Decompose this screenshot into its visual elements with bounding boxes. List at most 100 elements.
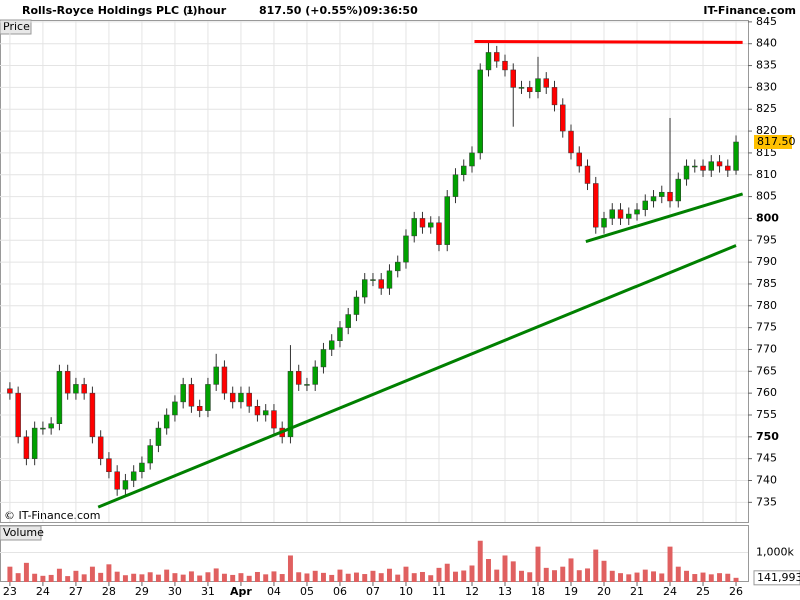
volume-bar	[494, 569, 500, 582]
candle-body	[196, 406, 203, 411]
volume-bar	[428, 575, 434, 582]
volume-bar	[453, 571, 458, 582]
time: 09:36:50	[363, 4, 418, 17]
candle-body	[601, 218, 607, 228]
candle-body	[708, 161, 715, 171]
y-tick-label: 820	[756, 124, 777, 137]
y-tick-label: 750	[756, 430, 779, 443]
candle-body	[461, 165, 467, 176]
candle-body	[386, 270, 393, 289]
candle-body	[89, 392, 96, 438]
candle-body	[593, 183, 599, 228]
volume-bar	[304, 573, 310, 582]
volume-bar	[420, 571, 425, 582]
candle-body	[494, 52, 500, 62]
volume-bar	[527, 572, 533, 582]
candle-body	[229, 392, 236, 403]
volume-bar	[593, 549, 599, 582]
volume-bar	[56, 568, 62, 582]
volume-bar	[205, 572, 211, 582]
candle-body	[543, 78, 549, 88]
y-tick-label: 830	[756, 80, 777, 93]
volume-bar	[642, 569, 648, 582]
candle-body	[659, 191, 665, 197]
y-tick-label: 780	[756, 299, 777, 312]
volume-bar	[65, 576, 71, 582]
x-tick-label: 07	[366, 585, 380, 598]
volume-bar	[717, 573, 723, 582]
candle-body	[287, 371, 294, 438]
candle-body	[584, 165, 591, 184]
y-tick-label: 810	[756, 168, 777, 181]
candle-body	[122, 480, 129, 490]
candle-body	[510, 69, 516, 88]
y-tick-label: 765	[756, 364, 777, 377]
candle-body	[403, 235, 409, 263]
volume-bar	[519, 570, 524, 582]
x-tick-label: 24	[663, 585, 677, 598]
volume-bar	[651, 571, 656, 582]
candle-body	[337, 327, 343, 341]
volume-bar	[692, 574, 698, 582]
candle-body	[477, 69, 483, 154]
y-tick-label: 815	[756, 146, 777, 159]
volume-bar	[221, 573, 227, 582]
volume-bar	[733, 577, 739, 582]
candle-body	[328, 340, 335, 350]
last-price-box	[754, 134, 792, 149]
candle-body	[155, 427, 162, 446]
volume-bar	[164, 569, 170, 582]
candle-body	[81, 384, 87, 394]
candle-body	[733, 141, 739, 171]
volume-bar	[73, 570, 79, 582]
last-price-label: 817.50	[757, 135, 796, 148]
candle-body	[675, 178, 682, 202]
volume-bar	[700, 572, 706, 582]
candle-body	[419, 218, 426, 228]
volume-bar	[89, 566, 95, 582]
candle-body	[180, 384, 186, 403]
volume-bar	[725, 573, 731, 582]
volume-bar	[15, 573, 21, 582]
candle-body	[213, 366, 219, 385]
candle-body	[163, 414, 170, 429]
volume-bar	[618, 573, 623, 582]
volume-bar	[23, 562, 29, 582]
candle-body	[31, 427, 38, 459]
volume-bar	[122, 575, 128, 582]
candle-body	[353, 296, 360, 315]
y-tick-label: 785	[756, 277, 777, 290]
last-volume-box	[753, 570, 800, 586]
volume-bar	[337, 569, 343, 582]
candle-body	[642, 200, 648, 210]
volume-bar	[684, 570, 690, 582]
volume-bar	[329, 574, 335, 582]
candle-body	[692, 165, 698, 168]
candle-body	[683, 165, 690, 180]
candle-body	[568, 130, 574, 154]
volume-bar	[444, 563, 450, 582]
x-tick-label: 12	[465, 585, 479, 598]
x-tick-label: 29	[135, 585, 149, 598]
candle-body	[304, 384, 310, 386]
candle-body	[485, 52, 492, 71]
volume-bar	[279, 574, 285, 582]
volume-bar	[560, 566, 566, 582]
x-tick-label: 04	[267, 585, 281, 598]
volume-bar	[568, 558, 574, 582]
y-tick-label: 805	[756, 190, 777, 203]
volume-bar	[296, 572, 302, 582]
volume-bar	[386, 568, 392, 582]
volume-bar	[147, 572, 153, 582]
volume-bar	[362, 574, 368, 582]
volume-bar	[48, 574, 54, 582]
title: Rolls-Royce Holdings PLC (-)	[22, 4, 198, 17]
volume-bar	[81, 574, 87, 582]
candle-body	[361, 279, 368, 298]
volume-bar	[659, 573, 665, 582]
x-tick-label: 31	[201, 585, 215, 598]
candle-body	[23, 436, 30, 459]
y-tick-label: 800	[756, 211, 779, 224]
y-tick-label: 835	[756, 59, 777, 72]
candle-body	[7, 388, 13, 394]
